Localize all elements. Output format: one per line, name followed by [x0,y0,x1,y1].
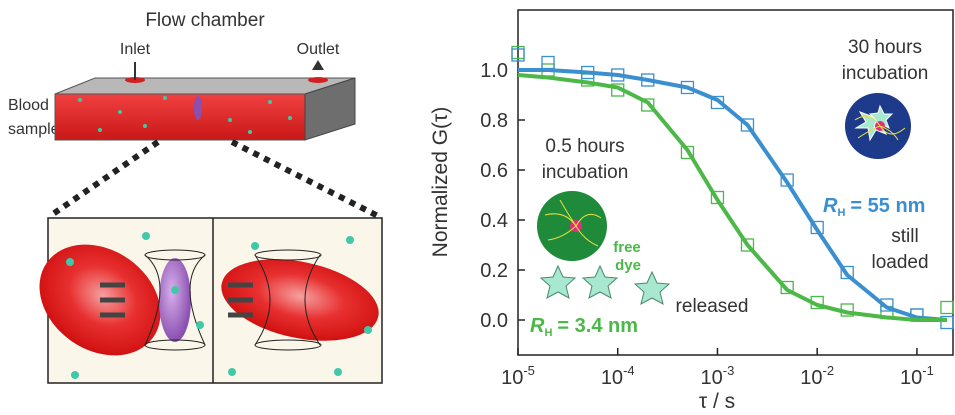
rh-subscript: H [837,207,845,219]
tick-base: 10 [900,367,922,389]
tick-exponent: -3 [723,363,735,378]
schematic-title: Flow chamber [145,10,265,31]
icon-released [537,191,669,304]
sample-label: Blood [8,97,49,114]
zoom-line [232,142,378,216]
chart: Normalized G(τ) τ / s 30 hours incubatio… [429,10,953,413]
sample-label: sample [8,121,60,138]
x-tick-label: 10-4 [601,363,635,389]
figure: Flow chamber Inlet Outlet Blood sample [0,0,955,415]
focus [194,96,202,120]
annotation: incubation [842,63,929,84]
tick-exponent: -1 [922,363,934,378]
rh-subscript: H [544,327,552,339]
y-tick-label: 0.4 [480,210,508,232]
tick-exponent: -2 [823,363,835,378]
rh-symbol: R [823,195,838,217]
annotation: dye [615,257,641,274]
annotation: 30 hours [848,37,922,58]
annotation: 0.5 hours [545,136,624,157]
tick-base: 10 [601,367,623,389]
tick-exponent: -5 [523,363,535,378]
schematic: Flow chamber Inlet Outlet Blood sample [8,10,386,383]
y-axis-label: Normalized G(τ) [429,107,452,258]
focus-volume [159,258,191,342]
data-point [941,302,953,314]
y-tick-label: 0.8 [480,110,508,132]
rh-text: = 3.4 nm [557,315,638,337]
tick-exponent: -4 [623,363,635,378]
outlet-label: Outlet [297,41,340,58]
outlet [308,77,328,83]
rh-label: RH = 3.4 nm [530,315,638,339]
y-tick-label: 0.0 [480,310,508,332]
x-tick-label: 10-3 [701,363,735,389]
annotation: incubation [542,162,629,183]
y-tick-label: 0.6 [480,160,508,182]
annotation: loaded [871,252,928,273]
x-tick-label: 10-5 [501,363,535,389]
icon-loaded [845,93,911,159]
annotation: released [676,296,749,317]
y-tick-label: 1.0 [480,60,508,82]
zoom-line [50,142,158,216]
chamber-front [55,94,305,140]
rh-label: RH = 55 nm [823,195,925,219]
x-axis-label: τ / s [699,390,735,413]
y-tick-label: 0.2 [480,260,508,282]
rh-text: = 55 nm [850,195,925,217]
tick-base: 10 [501,367,523,389]
rh-symbol: R [530,315,545,337]
annotation: still [891,226,918,247]
x-tick-label: 10-1 [900,363,934,389]
tick-base: 10 [701,367,723,389]
x-tick-label: 10-2 [800,363,834,389]
tick-base: 10 [800,367,822,389]
inlet-label: Inlet [120,41,151,58]
outlet-arrow [312,60,324,70]
data-point [542,57,554,69]
annotation: free [613,239,641,256]
